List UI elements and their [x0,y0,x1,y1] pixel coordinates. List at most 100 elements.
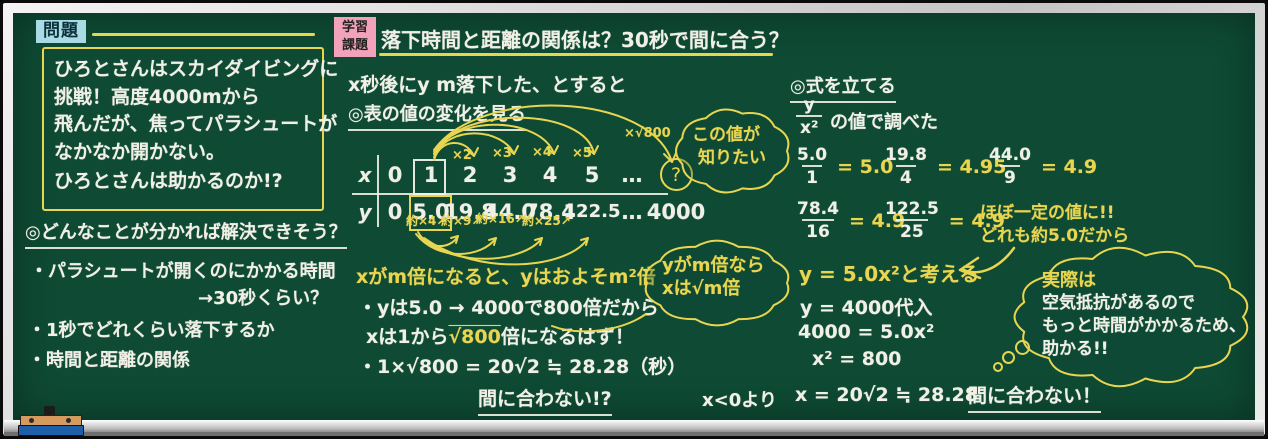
reality-text: 空気抵抗があるので もっと時間がかかるため、 助かる!! [1042,292,1246,361]
times-multiplier-label: ×4 [532,145,552,160]
x-cell-dots: … [621,162,643,187]
bullet-fall-per-sec: ・1秒でどれくらい落下するか [28,320,275,341]
know-line: 知りたい [698,148,766,168]
times-multiplier-label: ×5 [572,146,592,161]
eraser-handle [44,406,55,419]
problem-text-line: ひろとさんはスカイダイビングに [54,58,339,80]
x-cell: 0 [387,162,403,187]
problem-box [42,47,324,211]
up-right-arrow-icon: ↗ [514,212,525,226]
problem-text-line: 飛んだが、焦ってパラシュートが [54,113,338,135]
calc-result: = 4.9 [1040,156,1098,178]
equation-4000: 4000 = 5.0x² [798,321,935,343]
approx-label-text: 約×16 [476,212,515,226]
bullet-30sec: →30秒くらい？ [198,288,329,309]
reasoning-step3: ・1×√800 = 20√2 ≒ 28.28（秒） [358,356,687,378]
fraction-numerator: y [803,95,815,115]
calc-den: 9 [1000,165,1020,188]
y-cell: 44.0 [484,199,536,224]
reality-line: 空気抵抗があるので [1042,293,1195,313]
step2-post: 倍になるはず！ [500,326,634,348]
substitute-line: y = 4000代入 [800,297,933,319]
yx2-fraction: y x² [796,95,823,138]
problem-text-line: なかなか開かない。 [54,141,226,163]
calc-num: 122.5 [885,199,939,219]
equation-x-result: x = 20√2 ≒ 28.28 [795,384,978,406]
approx-multiplier-label: 約×25↗ [522,212,571,229]
y-cell-4000: 4000 [646,199,706,224]
x-cell: 4 [542,162,558,187]
calc-result: = 4.9 [848,210,906,232]
reality-line: 助かる!! [1042,339,1109,359]
y-cell: 0 [387,199,403,224]
calc-den: 25 [896,219,928,242]
reasoning-step1: ・yは5.0 → 4000で800倍だから [358,297,659,319]
task-label: 学習 課題 [334,17,376,57]
observe-heading: ◎表の値の変化を見る [348,100,526,131]
times-multiplier-label: ×2 [452,148,472,163]
chalk-tray [4,420,1264,432]
reality-bubble [1013,246,1249,388]
y-cell: 78.4 [524,199,576,224]
x-cell-unknown: ? [650,156,702,193]
y-cell: 19.8 [444,199,496,224]
calc-den: 16 [802,219,834,242]
eraser [18,425,84,436]
sqrt-rule-bubble [644,239,790,327]
ratio-arcs [415,231,589,266]
calc-result: = 5.0 [837,156,894,178]
sqrt-rule-line: yがm倍なら [662,255,765,276]
problem-text-line: 挑戦！高度4000mから [54,86,260,108]
observation-line2: どれも約5.0だから [980,226,1130,246]
solve-heading: ◎どんなことが分かれば解決できそう？ [25,218,347,249]
thought-dot [1002,351,1015,364]
ratio-calc: 44.0 9 = 4.9 [985,145,1098,189]
up-right-arrow-icon: ↗ [560,214,571,228]
formula-heading: ◎式を立てる [790,72,896,103]
know-bubble-text: この値が 知りたい [692,124,766,170]
thought-dot [1015,340,1030,355]
x-cell: 5 [584,162,600,187]
highlight-box-y5 [409,195,452,231]
approx-multiplier-label: 約×16↗ [476,210,525,227]
chalkboard [13,13,1255,420]
thought-dot [993,362,1003,372]
fraction-denominator: x² [796,115,823,138]
calc-num: 19.8 [885,145,927,165]
y-row-label: y [358,199,372,224]
model-arrow [958,246,1016,280]
know-line: この値が [692,125,760,145]
step2-pre: xは1から [366,326,449,348]
task-title: 落下時間と距離の関係は？30秒で間に合う？ [381,28,789,52]
not-in-time-final: 間に合わない！ [968,381,1102,413]
up-right-arrow-icon: ↗ [471,214,482,228]
bubble-tail [551,313,647,333]
ratio-calc: 19.8 4 = 4.95 [881,145,1006,189]
up-right-arrow-icon: ↗ [436,214,447,228]
sqrt-rule-line: xは√m倍 [662,278,741,299]
equation-x2-800: x² = 800 [812,348,902,370]
calc-den: 1 [802,165,822,188]
calc-num: 44.0 [989,145,1031,165]
times-multiplier-label: ×3 [492,146,512,161]
highlight-box-x1 [413,159,446,195]
problem-label: 問題 [36,20,86,43]
value-table: x 0 1 2 3 4 5 … ? y 0 5.0 19.8 44.0 78.4… [352,156,706,230]
reasoning-step2: xは1から√800倍になるはず！ [366,322,634,349]
model-equation: y = 5.0x²と考える [799,262,980,286]
eraser-dot [29,418,34,423]
reality-line: もっと時間がかかるため、 [1042,316,1246,336]
approx-label-text: 約×4 [406,214,437,228]
bullet-parachute-time: ・パラシュートが開くのにかかる時間 [30,261,336,282]
y-cell: 122.5 [563,201,621,222]
chalk-tray-shadow [4,432,1264,436]
ratio-calc: 122.5 25 = 4.9 [881,199,1005,243]
setup-line: x秒後にy m落下した、とすると [348,74,627,96]
approx-label-text: 約×25 [522,214,561,228]
ratio-calc: 78.4 16 = 4.9 [793,200,906,243]
not-in-time-question: 間に合わない!? [478,384,612,416]
x-cell: 2 [462,162,478,187]
task-title-underline [379,53,773,56]
know-bubble [675,108,790,194]
